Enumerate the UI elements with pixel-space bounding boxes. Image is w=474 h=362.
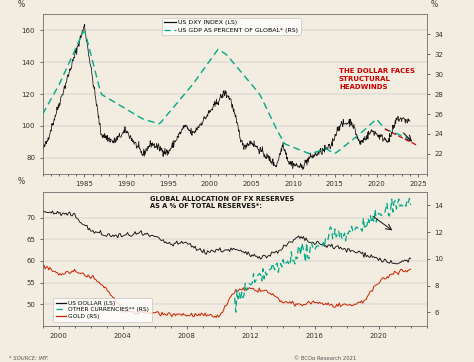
Text: %: % [18,0,25,9]
Text: %: % [430,0,438,9]
Text: GLOBAL ALLOCATION OF FX RESERVES
AS A % OF TOTAL RESERVES*:: GLOBAL ALLOCATION OF FX RESERVES AS A % … [150,196,294,209]
Text: * SOURCE: IMF.: * SOURCE: IMF. [9,356,49,361]
Text: %: % [18,177,25,186]
Legend: US DXY INDEX (LS), US GDP AS PERCENT OF GLOBAL* (RS): US DXY INDEX (LS), US GDP AS PERCENT OF … [162,18,301,35]
Legend: US DOLLAR (LS), OTHER CURRENCIES** (RS), GOLD (RS): US DOLLAR (LS), OTHER CURRENCIES** (RS),… [53,298,152,321]
Text: © BCOα Research 2021: © BCOα Research 2021 [294,356,356,361]
Text: THE DOLLAR FACES
STRUCTURAL
HEADWINDS: THE DOLLAR FACES STRUCTURAL HEADWINDS [339,68,415,90]
